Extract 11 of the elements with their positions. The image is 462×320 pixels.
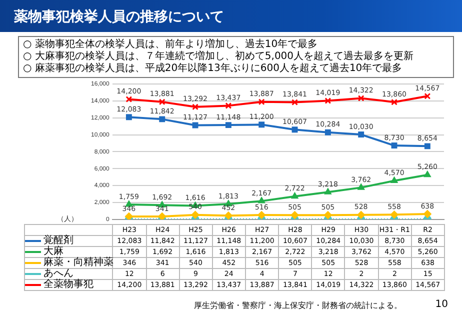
text: 10 (435, 299, 448, 310)
text: ○ 大麻事犯の検挙人員は、７年連続で増加し、初めて5,000人を超えて過去最多を更新 (23, 51, 415, 62)
text: ○ 薬物事犯全体の検挙人員は、前年より増加し、過去10年で最多 (23, 39, 319, 50)
legend-label: 大麻 (24, 246, 113, 258)
chart-title: 薬物事犯検挙人員の推移について (14, 8, 224, 26)
legend-label: 全薬物事犯 (24, 279, 113, 291)
text: 厚生労働省・警察庁・海上保安庁・財務省の統計による。 (194, 300, 402, 311)
legend-label: 覚醒剤 (24, 235, 113, 247)
text: ○ 麻薬事犯の検挙人員は、平成20年以降13年ぶりに600人を超えて過去10年で最多 (23, 63, 404, 75)
legend-label: あへん (24, 268, 113, 280)
legend-label: 麻薬・向精神薬 (24, 257, 114, 269)
